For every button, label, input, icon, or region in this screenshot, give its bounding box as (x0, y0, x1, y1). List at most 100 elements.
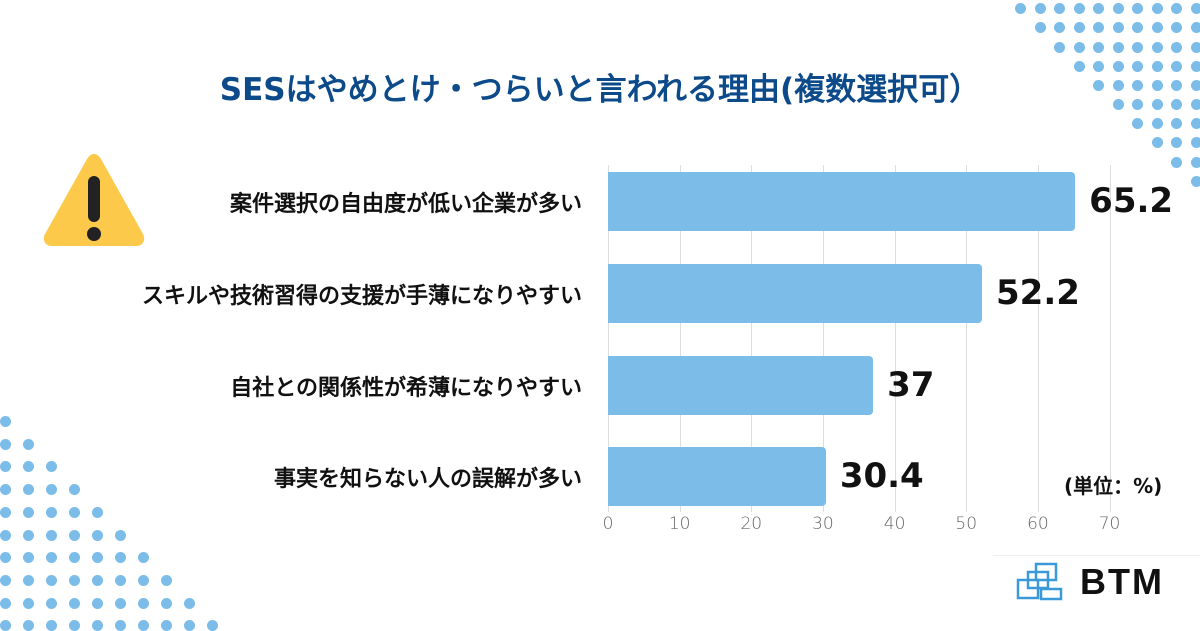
bar (608, 172, 1075, 231)
dot (0, 484, 11, 495)
dot (161, 575, 172, 586)
dot (46, 620, 57, 631)
dot (46, 552, 57, 563)
dot (69, 530, 80, 541)
x-tick-label: 20 (731, 514, 771, 534)
dot (23, 620, 34, 631)
dot (1093, 3, 1104, 14)
dot (69, 484, 80, 495)
dot (1191, 42, 1200, 53)
dot (92, 530, 103, 541)
dot (1113, 42, 1124, 53)
category-label: 自社との関係性が希薄になりやすい (230, 370, 582, 402)
dot (92, 598, 103, 609)
dot (1054, 42, 1065, 53)
value-label: 30.4 (840, 456, 924, 496)
dot (1132, 42, 1143, 53)
x-tick-label: 10 (660, 514, 700, 534)
dot (1093, 22, 1104, 33)
dot (23, 530, 34, 541)
dot (0, 620, 11, 631)
dot (92, 552, 103, 563)
dot (23, 598, 34, 609)
dot (0, 461, 11, 472)
dot (1171, 137, 1182, 148)
dot (161, 620, 172, 631)
dot (1171, 157, 1182, 168)
dot (1191, 3, 1200, 14)
category-label: 事実を知らない人の誤解が多い (274, 461, 582, 493)
dot (138, 620, 149, 631)
dot (1191, 22, 1200, 33)
dot (1171, 3, 1182, 14)
dot (1132, 118, 1143, 129)
bar (608, 356, 873, 415)
dot (184, 598, 195, 609)
dot (23, 552, 34, 563)
divider (993, 555, 1200, 556)
dot (161, 598, 172, 609)
dot (1152, 22, 1163, 33)
dot (207, 620, 218, 631)
dot (0, 598, 11, 609)
dot (1191, 137, 1200, 148)
dot (23, 484, 34, 495)
dot (1074, 3, 1085, 14)
dot (1054, 3, 1065, 14)
dot (115, 530, 126, 541)
value-label: 37 (887, 365, 934, 405)
dot (46, 598, 57, 609)
dot (0, 530, 11, 541)
dot (69, 552, 80, 563)
dot (23, 575, 34, 586)
dot (1015, 3, 1026, 14)
dot (23, 507, 34, 518)
dot (0, 507, 11, 518)
dot (115, 552, 126, 563)
x-tick-label: 60 (1018, 514, 1058, 534)
dot (1171, 22, 1182, 33)
dot (1113, 3, 1124, 14)
dot (1054, 22, 1065, 33)
dot (92, 575, 103, 586)
dot (1113, 22, 1124, 33)
dot (1191, 118, 1200, 129)
dot (1191, 157, 1200, 168)
brand-logo-text: BTM (1080, 561, 1164, 603)
dot (23, 439, 34, 450)
dot (115, 620, 126, 631)
unit-label: (単位：%) (1064, 470, 1162, 499)
dot (138, 575, 149, 586)
dot (115, 598, 126, 609)
dot (46, 484, 57, 495)
dot (0, 575, 11, 586)
dot (92, 620, 103, 631)
x-tick-label: 0 (588, 514, 628, 534)
dot (138, 552, 149, 563)
x-tick-label: 40 (875, 514, 915, 534)
dot (69, 598, 80, 609)
dot (1171, 118, 1182, 129)
category-label: 案件選択の自由度が低い企業が多い (230, 186, 582, 218)
dot (0, 439, 11, 450)
dot (1171, 42, 1182, 53)
chart-title: SESはやめとけ・つらいと言われる理由(複数選択可） (0, 64, 1200, 109)
dot (1132, 3, 1143, 14)
dot (69, 507, 80, 518)
dot (1132, 22, 1143, 33)
dot (23, 461, 34, 472)
x-tick-label: 30 (803, 514, 843, 534)
x-tick-label: 50 (946, 514, 986, 534)
dot (0, 552, 11, 563)
dot (46, 575, 57, 586)
dot (69, 620, 80, 631)
dot (46, 507, 57, 518)
dot (1093, 42, 1104, 53)
x-tick-label: 70 (1090, 514, 1130, 534)
dot (1035, 22, 1046, 33)
value-label: 65.2 (1089, 181, 1173, 221)
dot (1152, 137, 1163, 148)
dot (1035, 3, 1046, 14)
dot (46, 530, 57, 541)
dot (184, 620, 195, 631)
